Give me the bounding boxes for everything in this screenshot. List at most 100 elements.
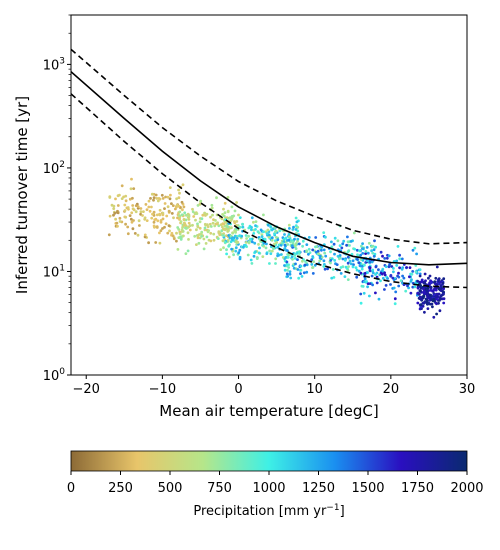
- data-point: [158, 197, 162, 201]
- data-point: [211, 213, 214, 217]
- data-point: [233, 209, 237, 213]
- data-point: [286, 256, 290, 259]
- data-point: [245, 237, 249, 240]
- data-point: [124, 194, 128, 198]
- data-point: [426, 307, 430, 310]
- data-point: [130, 177, 133, 181]
- data-point: [346, 250, 350, 254]
- data-point: [161, 197, 165, 200]
- data-point: [329, 250, 332, 254]
- data-point: [223, 228, 227, 232]
- data-point: [413, 246, 417, 250]
- data-point: [199, 199, 203, 203]
- data-point: [161, 213, 165, 217]
- data-point: [307, 236, 311, 239]
- data-point: [329, 261, 332, 265]
- data-point: [324, 254, 328, 258]
- data-point: [223, 201, 227, 205]
- data-point: [186, 249, 190, 253]
- data-point: [357, 269, 361, 273]
- data-point: [265, 242, 268, 246]
- data-point: [405, 266, 408, 269]
- data-point: [169, 193, 172, 197]
- data-point: [363, 263, 366, 267]
- data-point: [372, 254, 376, 258]
- colorbar: [70, 450, 468, 472]
- data-point: [267, 235, 271, 239]
- data-point: [432, 315, 436, 319]
- data-point: [128, 197, 132, 201]
- data-point: [259, 228, 263, 232]
- data-point: [311, 266, 315, 269]
- data-point: [364, 250, 368, 253]
- data-point: [215, 196, 218, 200]
- data-point: [165, 214, 169, 218]
- data-point: [416, 291, 420, 295]
- data-point: [258, 237, 262, 241]
- data-point: [179, 220, 183, 224]
- data-point: [134, 210, 138, 214]
- data-point: [410, 272, 414, 276]
- data-point: [370, 260, 374, 264]
- data-point: [172, 237, 176, 241]
- data-point: [338, 254, 342, 257]
- data-point: [265, 232, 269, 236]
- data-point: [210, 203, 214, 207]
- data-point: [392, 270, 395, 274]
- data-point: [361, 252, 365, 255]
- data-point: [356, 253, 359, 257]
- data-point: [331, 268, 335, 271]
- data-point: [296, 237, 300, 241]
- data-point: [209, 239, 213, 243]
- data-point: [220, 217, 224, 221]
- data-point: [432, 297, 436, 301]
- data-point: [362, 291, 366, 295]
- data-point: [180, 200, 184, 204]
- data-point: [254, 250, 257, 254]
- data-point: [221, 222, 225, 226]
- data-point: [199, 232, 203, 236]
- data-point: [221, 213, 225, 216]
- data-point: [203, 226, 207, 230]
- data-point: [338, 244, 342, 248]
- data-point: [374, 291, 377, 295]
- data-point: [333, 259, 337, 262]
- data-point: [137, 219, 141, 223]
- data-point: [368, 294, 371, 298]
- data-point: [434, 288, 438, 292]
- data-point: [118, 216, 122, 220]
- data-point: [148, 209, 152, 213]
- data-point: [413, 285, 417, 289]
- data-point: [415, 252, 418, 256]
- data-point: [391, 276, 395, 280]
- data-point: [153, 225, 156, 229]
- data-point: [407, 286, 410, 290]
- data-point: [139, 207, 143, 210]
- data-point: [281, 241, 284, 245]
- data-point: [354, 266, 358, 270]
- data-point: [261, 255, 265, 258]
- data-point: [371, 271, 375, 275]
- y-axis-ticks: 100 101 102 103: [43, 14, 71, 384]
- data-point: [326, 267, 329, 271]
- data-point: [180, 230, 184, 233]
- colorbar-label: Precipitation [mm yr−1]: [193, 503, 344, 519]
- data-point: [244, 241, 248, 244]
- data-point: [393, 297, 397, 301]
- data-point: [345, 243, 348, 247]
- data-point: [333, 252, 336, 256]
- data-point: [287, 238, 291, 242]
- data-point: [249, 258, 253, 262]
- data-point: [177, 196, 181, 200]
- data-point: [152, 198, 155, 202]
- data-point: [236, 241, 240, 245]
- data-point: [422, 301, 426, 305]
- data-point: [283, 233, 286, 236]
- data-point: [132, 208, 136, 212]
- data-point: [225, 252, 229, 256]
- data-point: [244, 243, 247, 247]
- x-axis-label: Mean air temperature [degC]: [159, 402, 378, 420]
- data-point: [161, 217, 165, 221]
- data-point: [435, 265, 439, 269]
- y-axis-label: Inferred turnover time [yr]: [13, 96, 31, 294]
